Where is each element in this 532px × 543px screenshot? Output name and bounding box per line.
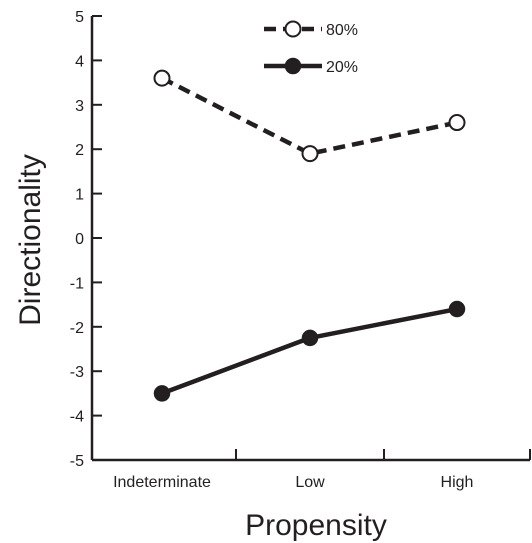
legend-label: 20% [326,59,358,76]
data-point [448,114,466,132]
series-line-80% [160,76,458,156]
y-tick-label: -3 [70,364,84,381]
y-tick-label: 3 [75,98,84,115]
y-ticks: 5 4 3 2 1 0 -1 -2 -3 -4 -5 [70,9,102,470]
series-layer [153,69,466,402]
y-tick-label: 0 [75,231,84,248]
legend-marker [284,20,302,38]
y-axis-title: Directionality [14,154,47,326]
x-ticks: Indeterminate Low High [113,449,531,491]
y-tick-label: 2 [75,142,84,159]
legend-marker [284,57,302,75]
data-point [301,145,319,163]
y-tick-label: 1 [75,187,84,204]
y-tick-label: -5 [70,453,84,470]
x-axis-title: Propensity [245,509,387,542]
x-tick-label: Indeterminate [113,474,211,491]
y-tick-label: 4 [75,53,84,70]
y-tick-label: -4 [70,409,84,426]
series-line-20% [161,306,458,396]
y-tick-label: -2 [70,320,84,337]
x-tick-label: Low [295,474,325,491]
x-tick-label: High [441,474,474,491]
data-point [153,385,171,402]
y-tick-label: 5 [75,9,84,26]
data-point [153,69,171,87]
legend: 80% 20% [264,20,358,76]
data-point [448,300,466,318]
y-tick-label: -1 [70,275,84,292]
legend-label: 80% [326,22,358,39]
data-point [301,329,319,347]
